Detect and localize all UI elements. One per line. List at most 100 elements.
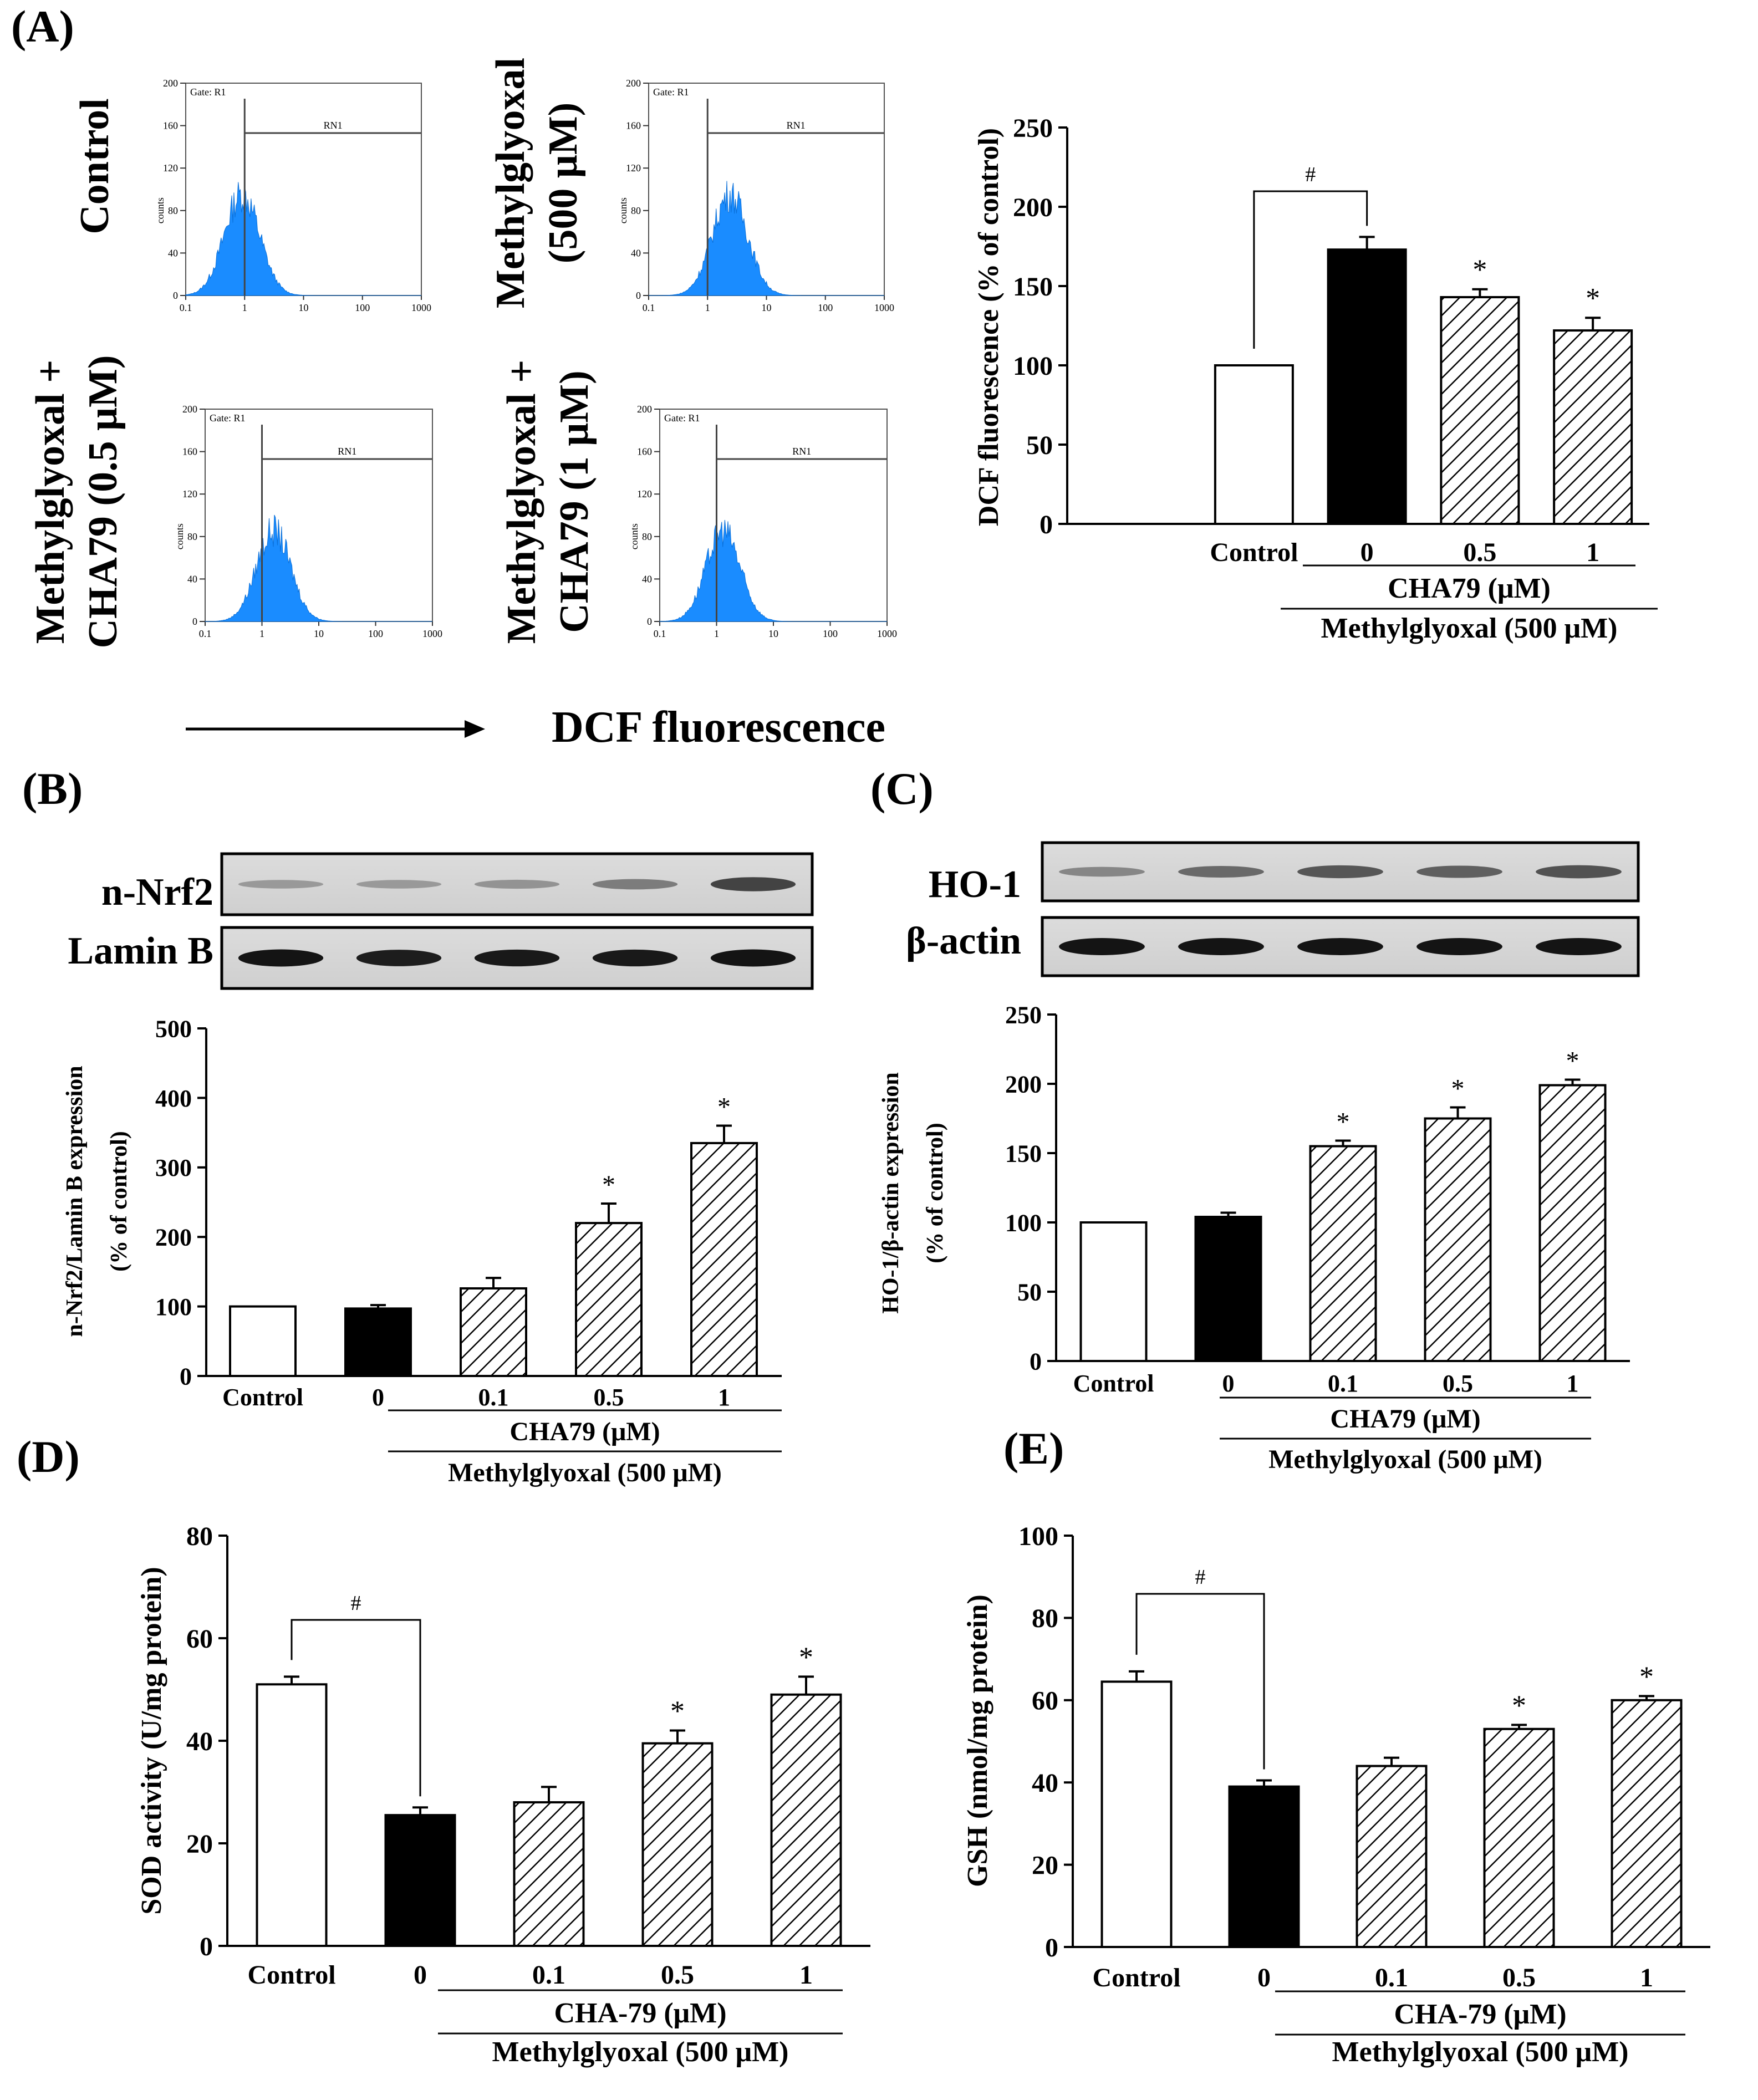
y-tick-label-b: 100	[155, 1293, 192, 1321]
blot-label-lamin-b: Lamin B	[68, 930, 213, 972]
y-tick-label-d: 0	[200, 1932, 213, 1961]
flow-y-tick-label: 160	[163, 120, 178, 131]
blot-band	[1536, 938, 1622, 955]
flow-y-tick-label: 80	[187, 531, 197, 542]
significance-mark-e: *	[1512, 1690, 1526, 1721]
bar-b-0	[229, 1305, 297, 1378]
flow-x-tick-label: 1	[714, 628, 719, 639]
blot-band	[1178, 866, 1264, 878]
flow-y-tick-label: 0	[173, 290, 178, 301]
blot-band	[356, 950, 442, 966]
blot-band	[1297, 865, 1383, 879]
treatment-label-a: Methylglyoxal (500 μM)	[1321, 613, 1618, 644]
bar-b-4	[690, 1141, 758, 1377]
category-label-b: Control	[222, 1384, 303, 1411]
bar-d-0	[256, 1683, 328, 1947]
group-label-d: CHA-79 (μM)	[554, 1997, 726, 2029]
bar-b-2	[460, 1287, 527, 1378]
y-tick-label-d: 80	[186, 1522, 213, 1551]
blot-band	[1059, 938, 1145, 955]
category-label-e: 0	[1257, 1963, 1271, 1992]
treatment-label-e: Methylglyoxal (500 μM)	[1332, 2036, 1629, 2068]
flow-y-tick-label: 160	[182, 446, 197, 457]
gate-label: Gate: R1	[190, 86, 226, 98]
condition-label-cha1-line2: CHA79 (1 μM)	[552, 370, 597, 633]
treatment-label-d: Methylglyoxal (500 μM)	[492, 2036, 789, 2068]
category-label-a: 0	[1360, 538, 1374, 567]
flow-histogram-4: 200 160 120 80 40 00.1 1 10 100 1000 counts Gate: R…	[629, 404, 897, 639]
y-axis-subtitle-b: (% of control)	[106, 1131, 132, 1272]
blot-band	[710, 949, 796, 967]
blot-band	[1297, 938, 1383, 955]
flow-y-tick-label: 40	[168, 247, 178, 258]
significance-mark-c: *	[1566, 1047, 1579, 1076]
bar-e-3	[1483, 1727, 1555, 1948]
condition-label-control: Control	[72, 98, 118, 234]
flow-plot-frame	[648, 83, 885, 296]
flow-x-tick-label: 1000	[422, 628, 442, 639]
flow-y-axis-label: counts	[629, 523, 640, 549]
bar-d-4	[770, 1693, 842, 1947]
group-label-b: CHA79 (μM)	[509, 1417, 660, 1446]
flow-x-tick-label: 1000	[877, 628, 897, 639]
y-tick-label-c: 150	[1005, 1140, 1042, 1167]
category-label-b: 0	[372, 1384, 384, 1411]
flow-y-tick-label: 0	[647, 616, 652, 627]
blot-label-n-nrf2: n-Nrf2	[101, 871, 213, 914]
y-tick-label-a: 250	[1013, 114, 1053, 143]
category-label-c: Control	[1073, 1370, 1154, 1397]
bar-c-3	[1424, 1117, 1492, 1362]
bar-e-0	[1100, 1680, 1173, 1948]
category-label-a: 0.5	[1463, 538, 1496, 567]
flow-x-tick-label: 100	[823, 628, 838, 639]
category-label-c: 1	[1567, 1370, 1579, 1397]
y-axis-subtitle-c: (% of control)	[923, 1123, 948, 1263]
treatment-label-c: Methylglyoxal (500 μM)	[1268, 1445, 1542, 1474]
condition-label-cha1-line1: Methylglyoxal +	[499, 360, 544, 644]
flow-y-tick-label: 200	[637, 404, 652, 415]
significance-mark-a: *	[1472, 254, 1487, 286]
bracket-label-a: #	[1305, 163, 1316, 186]
category-label-b: 0.1	[478, 1384, 509, 1411]
flow-y-axis-label: counts	[155, 197, 166, 223]
flow-y-tick-label: 160	[637, 446, 652, 457]
significance-bracket-d	[291, 1619, 421, 1797]
blot-label-beta-actin: β-actin	[906, 920, 1021, 962]
category-label-b: 1	[718, 1384, 730, 1411]
flow-x-tick-label: 0.1	[180, 302, 192, 313]
flow-y-tick-label: 200	[163, 78, 178, 89]
category-label-d: 1	[799, 1960, 813, 1990]
flow-x-tick-label: 0.1	[643, 302, 655, 313]
flow-y-tick-label: 120	[626, 162, 641, 174]
chart-panel-b: 0 100 200 300 400 500 n-Nrf2/Lamin B expressio…	[62, 1015, 782, 1487]
bar-a-1	[1327, 248, 1407, 525]
category-label-e: 0.1	[1375, 1963, 1408, 1992]
chart-panel-e: 0 20 40 60 80 100 GSH (nmol/mg protein) Control…	[962, 1522, 1710, 2068]
western-blots	[220, 841, 1640, 990]
group-label-e: CHA-79 (μM)	[1394, 1999, 1566, 2030]
blot-label-ho-1: HO-1	[929, 863, 1021, 906]
condition-label-cha05-line2: CHA79 (0.5 μM)	[80, 355, 126, 648]
condition-label-mgo-line2: (500 μM)	[541, 103, 586, 264]
y-axis-title-c: HO-1/β-actin expression	[878, 1072, 904, 1314]
y-tick-label-e: 0	[1045, 1933, 1058, 1963]
flow-x-tick-label: 10	[768, 628, 778, 639]
blot-band	[1416, 865, 1502, 878]
flow-y-tick-label: 160	[626, 120, 641, 131]
significance-mark-d: *	[670, 1696, 685, 1727]
significance-bracket-e	[1135, 1593, 1265, 1770]
flow-y-tick-label: 80	[631, 205, 641, 216]
blot-strip-b-1	[220, 926, 814, 990]
y-tick-label-c: 0	[1030, 1348, 1042, 1375]
significance-mark-d: *	[799, 1642, 813, 1673]
marker-label: RN1	[338, 446, 356, 457]
y-tick-label-c: 50	[1017, 1278, 1042, 1306]
bar-d-2	[513, 1801, 585, 1947]
condition-label-mgo-line1: Methylglyoxal	[488, 58, 533, 308]
category-label-e: Control	[1092, 1963, 1180, 1992]
y-tick-label-d: 40	[186, 1727, 213, 1756]
bar-c-0	[1079, 1221, 1148, 1362]
blot-band	[1059, 866, 1145, 877]
group-label-c: CHA79 (μM)	[1330, 1404, 1480, 1434]
